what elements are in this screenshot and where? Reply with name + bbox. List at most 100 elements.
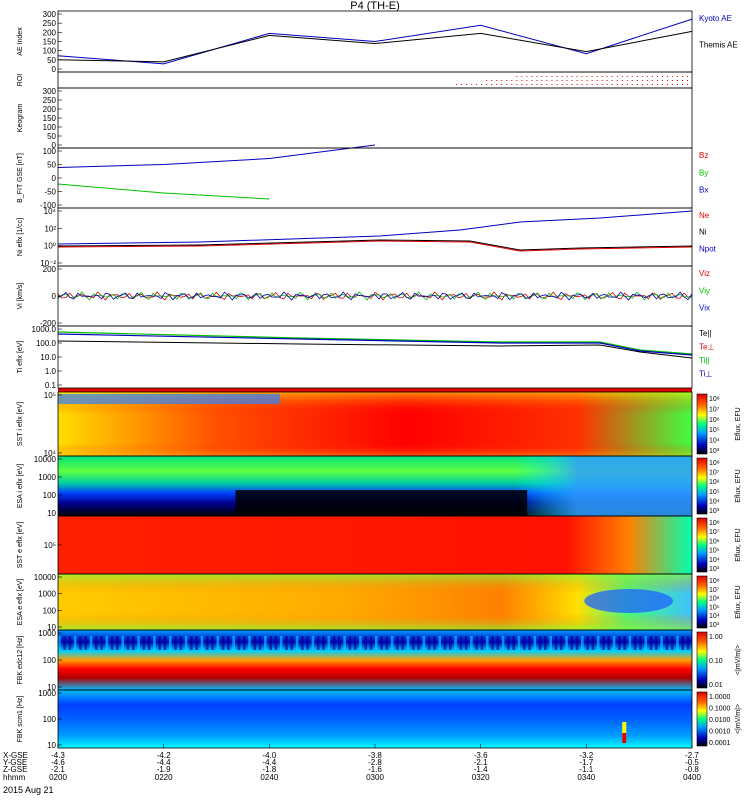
colorbar-label: <|mV/m|> bbox=[735, 645, 742, 675]
roi-dot bbox=[546, 76, 548, 77]
bfit-legend-item: By bbox=[699, 168, 708, 177]
fbk-e12-stripe bbox=[295, 636, 299, 650]
fbk-e12-stripe bbox=[168, 636, 172, 650]
roi-dot bbox=[541, 76, 543, 77]
time-row-value: -1.6 bbox=[368, 765, 382, 774]
bfit-legend-item: Bx bbox=[699, 186, 708, 195]
fbk-e12-stripe bbox=[411, 636, 415, 650]
fbk-e12-stripe bbox=[575, 636, 579, 650]
fbk-e12-stripe bbox=[311, 636, 315, 650]
fbk-e12-stripe bbox=[116, 636, 119, 650]
ytick-label: 1000 bbox=[38, 590, 56, 599]
ni-legend-item: Ni bbox=[699, 228, 707, 237]
ytick-label: 10⁵ bbox=[44, 541, 56, 550]
roi-dot bbox=[646, 80, 648, 81]
roi-dot bbox=[491, 84, 493, 85]
colorbar-label: Eflux, EFU bbox=[735, 585, 742, 618]
roi-dot bbox=[636, 76, 638, 77]
roi-dot bbox=[641, 80, 643, 81]
fbk-e12-stripe bbox=[227, 636, 230, 650]
time-row-value: -1.1 bbox=[579, 765, 593, 774]
time-row-value: -2.1 bbox=[51, 765, 65, 774]
fbk-e12-stripe bbox=[507, 636, 510, 650]
fbk-e12-stripe bbox=[137, 636, 140, 650]
colorbar-tick-label: 10⁶ bbox=[709, 538, 720, 545]
roi-dot bbox=[526, 76, 528, 77]
time-row-value: -3.8 bbox=[368, 751, 382, 760]
fbk-e12-stripe bbox=[501, 636, 505, 650]
esa_e-ylabel: ESA e eflx [eV] bbox=[17, 579, 24, 626]
fbk-e12-stripe bbox=[353, 636, 357, 650]
ytick-label: 100 bbox=[43, 123, 57, 132]
ytick-label: 100 bbox=[43, 47, 57, 56]
bfit-ylabel: B_FIT GSE [nT] bbox=[17, 153, 24, 203]
fbk-e12-stripe bbox=[581, 636, 584, 650]
roi-dot bbox=[621, 80, 623, 81]
ni-ylabel: Ni eflx [1/cc] bbox=[17, 218, 24, 256]
roi-dot bbox=[676, 76, 678, 77]
ytick-label: 0 bbox=[52, 292, 57, 301]
fbk-e12-stripe bbox=[618, 636, 621, 650]
ytick-label: 10 bbox=[47, 623, 56, 632]
ytick-label: 100 bbox=[43, 656, 57, 665]
roi-dot bbox=[536, 76, 538, 77]
roi-dot bbox=[581, 76, 583, 77]
colorbar-tick-label: 10⁸ bbox=[709, 396, 720, 403]
fbk-e12-stripe bbox=[89, 636, 93, 650]
time-row-label: Z-GSE bbox=[3, 765, 27, 774]
esa_i-ylabel: ESA i eflx [eV] bbox=[17, 464, 24, 508]
sst_e-ylabel: SST e eflx [eV] bbox=[17, 522, 24, 569]
roi-dot bbox=[471, 84, 473, 85]
ti-frame bbox=[57, 325, 693, 389]
ytick-label: 10⁴ bbox=[44, 449, 57, 458]
colorbar-tick-label: 0.10 bbox=[709, 658, 723, 665]
fbk-e12-stripe bbox=[470, 636, 473, 650]
ytick-label: 250 bbox=[43, 19, 57, 28]
ytick-label: 100 bbox=[43, 606, 57, 615]
keogram-frame bbox=[57, 87, 693, 149]
roi-dot bbox=[606, 80, 608, 81]
ytick-label: 10.0 bbox=[40, 353, 56, 362]
roi-dot bbox=[531, 76, 533, 77]
fbk-e12-stripe bbox=[121, 636, 125, 650]
colorbar-tick-label: 10⁶ bbox=[709, 596, 720, 603]
roi-dot bbox=[586, 80, 588, 81]
ae-ylabel: AE Index bbox=[17, 27, 24, 56]
fbk-e12-stripe bbox=[570, 636, 574, 650]
themis-ae-line bbox=[57, 30, 693, 63]
fbk-e12-stripe bbox=[100, 636, 103, 650]
npot-line bbox=[57, 210, 693, 245]
roi-dot bbox=[571, 80, 573, 81]
fbk-e12-stripe bbox=[459, 636, 463, 650]
date-label: 2015 Aug 21 bbox=[3, 785, 54, 795]
roi-dot bbox=[491, 80, 493, 81]
fbk-e12-stripe bbox=[644, 636, 648, 650]
time-row-value: -0.8 bbox=[685, 765, 699, 774]
fbk-e12-stripe bbox=[454, 636, 457, 650]
fbk-e12-stripe bbox=[427, 636, 431, 650]
time-row-value: 0200 bbox=[49, 773, 67, 782]
colorbar-tick-label: 10⁷ bbox=[709, 587, 720, 594]
vi-legend-item: Viz bbox=[699, 269, 710, 278]
colorbar-tick-label: 10⁵ bbox=[709, 548, 720, 555]
roi-dot bbox=[541, 80, 543, 81]
roi-dot bbox=[556, 84, 558, 85]
roi-dot bbox=[586, 76, 588, 77]
roi-dot bbox=[681, 80, 683, 81]
roi-dot bbox=[546, 80, 548, 81]
fbk-e12-stripe bbox=[338, 636, 341, 650]
fbk-e12-stripe bbox=[639, 636, 642, 650]
cb_fbk_scm bbox=[696, 691, 708, 747]
roi-dot bbox=[596, 80, 598, 81]
roi-dot bbox=[596, 76, 598, 77]
ytick-label: 0.1 bbox=[45, 381, 57, 390]
fbk-e12-stripe bbox=[63, 636, 66, 650]
fbk-e12-stripe bbox=[485, 636, 489, 650]
roi-dot bbox=[666, 76, 668, 77]
fbk-e12-stripe bbox=[147, 636, 151, 650]
time-row-value: -1.4 bbox=[474, 765, 488, 774]
roi-dot bbox=[476, 84, 478, 85]
roi-dot bbox=[681, 84, 683, 85]
vi-ylabel: Vi [km/s] bbox=[17, 283, 24, 310]
fbk-e12-stripe bbox=[596, 636, 600, 650]
